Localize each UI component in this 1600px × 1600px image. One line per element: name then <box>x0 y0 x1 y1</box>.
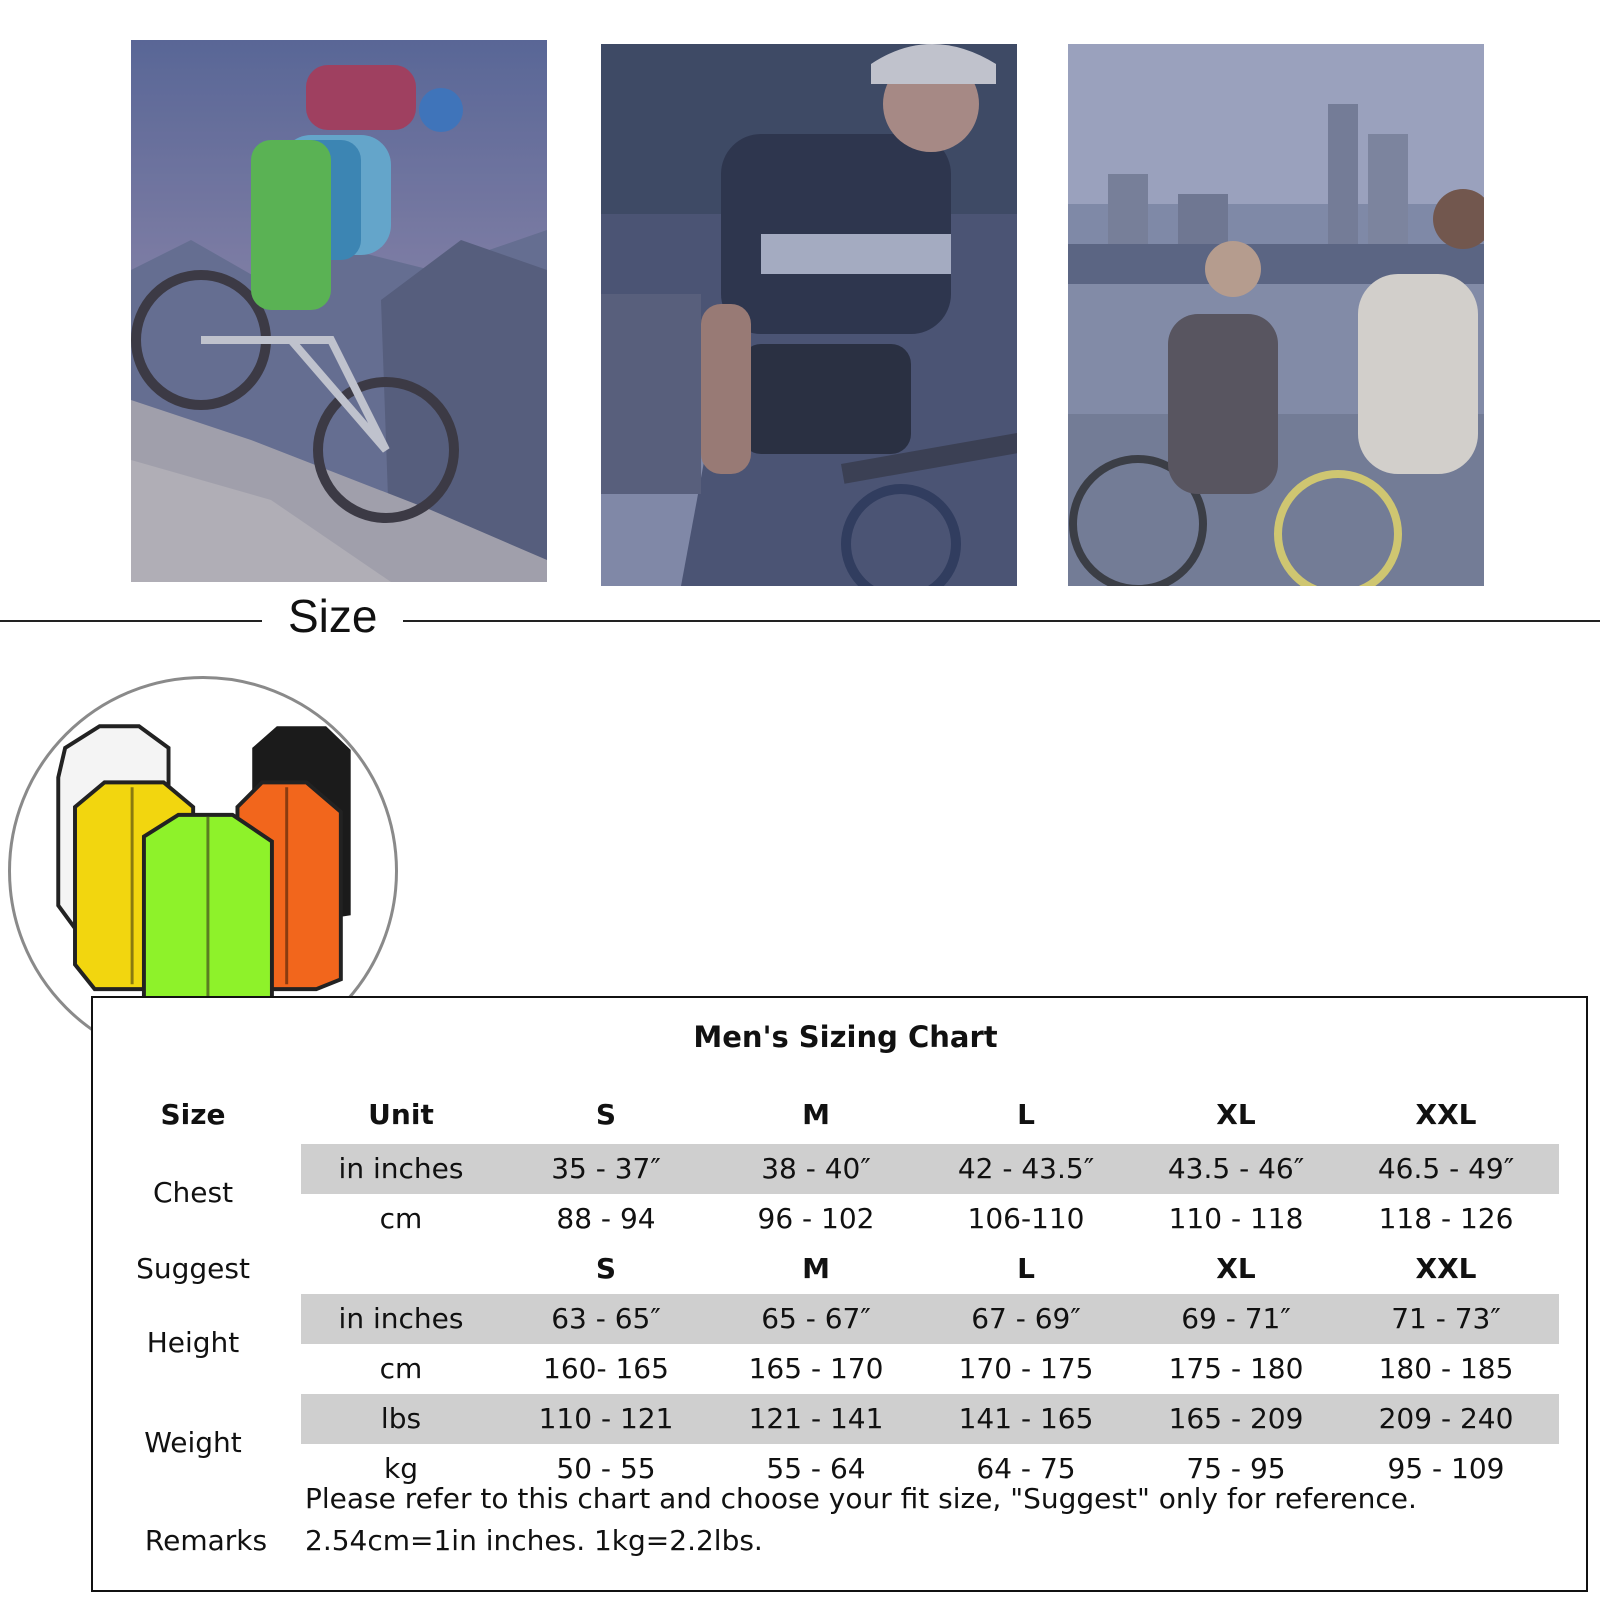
weight-kg-l: 64 - 75 <box>976 1452 1076 1485</box>
weight-lbs-s: 110 - 121 <box>538 1402 674 1435</box>
chest-cm-m: 96 - 102 <box>757 1202 875 1235</box>
height-cm-l: 170 - 175 <box>958 1352 1094 1385</box>
height-inches-l: 67 - 69″ <box>971 1302 1081 1335</box>
weight-kg-xl: 75 - 95 <box>1186 1452 1286 1485</box>
size-divider-left <box>0 620 262 622</box>
height-cm-xxl: 180 - 185 <box>1378 1352 1514 1385</box>
band-height-inches <box>301 1294 1559 1344</box>
header-size: Size <box>160 1098 226 1131</box>
row-label-weight: Weight <box>144 1426 242 1459</box>
weight-kg-s: 50 - 55 <box>556 1452 656 1485</box>
weight-lbs-xxl: 209 - 240 <box>1378 1402 1514 1435</box>
photo-city-cyclists <box>1068 44 1484 586</box>
suggest-size-m: M <box>802 1252 830 1285</box>
height-inches-m: 65 - 67″ <box>761 1302 871 1335</box>
height-cm-m: 165 - 170 <box>748 1352 884 1385</box>
size-heading: Size <box>288 590 378 642</box>
suggest-size-xxl: XXL <box>1415 1252 1477 1285</box>
photo-road-cyclist <box>601 44 1017 586</box>
chest-cm-l: 106-110 <box>967 1202 1085 1235</box>
weight-lbs-m: 121 - 141 <box>748 1402 884 1435</box>
height-inches-unit: in inches <box>338 1302 464 1335</box>
chest-inches-s: 35 - 37″ <box>551 1152 661 1185</box>
height-inches-xl: 69 - 71″ <box>1181 1302 1291 1335</box>
header-size-xxl: XXL <box>1415 1098 1477 1131</box>
row-label-suggest: Suggest <box>136 1252 250 1285</box>
height-inches-s: 63 - 65″ <box>551 1302 661 1335</box>
height-cm-xl: 175 - 180 <box>1168 1352 1304 1385</box>
chest-inches-l: 42 - 43.5″ <box>957 1152 1095 1185</box>
weight-lbs-l: 141 - 165 <box>958 1402 1094 1435</box>
chart-title: Men's Sizing Chart <box>693 1020 998 1054</box>
height-inches-xxl: 71 - 73″ <box>1391 1302 1501 1335</box>
chest-inches-xl: 43.5 - 46″ <box>1167 1152 1305 1185</box>
header-size-s: S <box>595 1098 617 1131</box>
mens-sizing-chart: Men's Sizing Chart Size Unit S M L XL XX… <box>91 996 1588 1592</box>
remarks-line-2: 2.54cm=1in inches. 1kg=2.2lbs. <box>305 1524 763 1557</box>
suggest-size-xl: XL <box>1216 1252 1256 1285</box>
chest-cm-xl: 110 - 118 <box>1168 1202 1304 1235</box>
header-unit: Unit <box>368 1098 434 1131</box>
band-weight-lbs <box>301 1394 1559 1444</box>
remarks-line-1: Please refer to this chart and choose yo… <box>305 1482 1417 1515</box>
chest-cm-xxl: 118 - 126 <box>1378 1202 1514 1235</box>
height-cm-unit: cm <box>379 1352 423 1385</box>
row-label-remarks: Remarks <box>144 1524 268 1557</box>
band-chest-inches <box>301 1144 1559 1194</box>
suggest-size-s: S <box>595 1252 617 1285</box>
chest-inches-m: 38 - 40″ <box>761 1152 871 1185</box>
weight-kg-m: 55 - 64 <box>766 1452 866 1485</box>
height-cm-s: 160- 165 <box>543 1352 669 1385</box>
weight-lbs-xl: 165 - 209 <box>1168 1402 1304 1435</box>
size-divider-right <box>403 620 1600 622</box>
header-size-l: L <box>1017 1098 1035 1131</box>
chest-inches-xxl: 46.5 - 49″ <box>1377 1152 1515 1185</box>
weight-kg-unit: kg <box>384 1452 418 1485</box>
header-size-m: M <box>802 1098 830 1131</box>
chest-cm-unit: cm <box>379 1202 423 1235</box>
row-label-height: Height <box>146 1326 240 1359</box>
chest-inches-unit: in inches <box>338 1152 464 1185</box>
weight-kg-xxl: 95 - 109 <box>1387 1452 1505 1485</box>
weight-lbs-unit: lbs <box>380 1402 422 1435</box>
header-size-xl: XL <box>1216 1098 1256 1131</box>
chest-cm-s: 88 - 94 <box>556 1202 656 1235</box>
row-label-chest: Chest <box>152 1176 234 1209</box>
photo-mountain-biker <box>131 40 547 582</box>
suggest-size-l: L <box>1017 1252 1035 1285</box>
